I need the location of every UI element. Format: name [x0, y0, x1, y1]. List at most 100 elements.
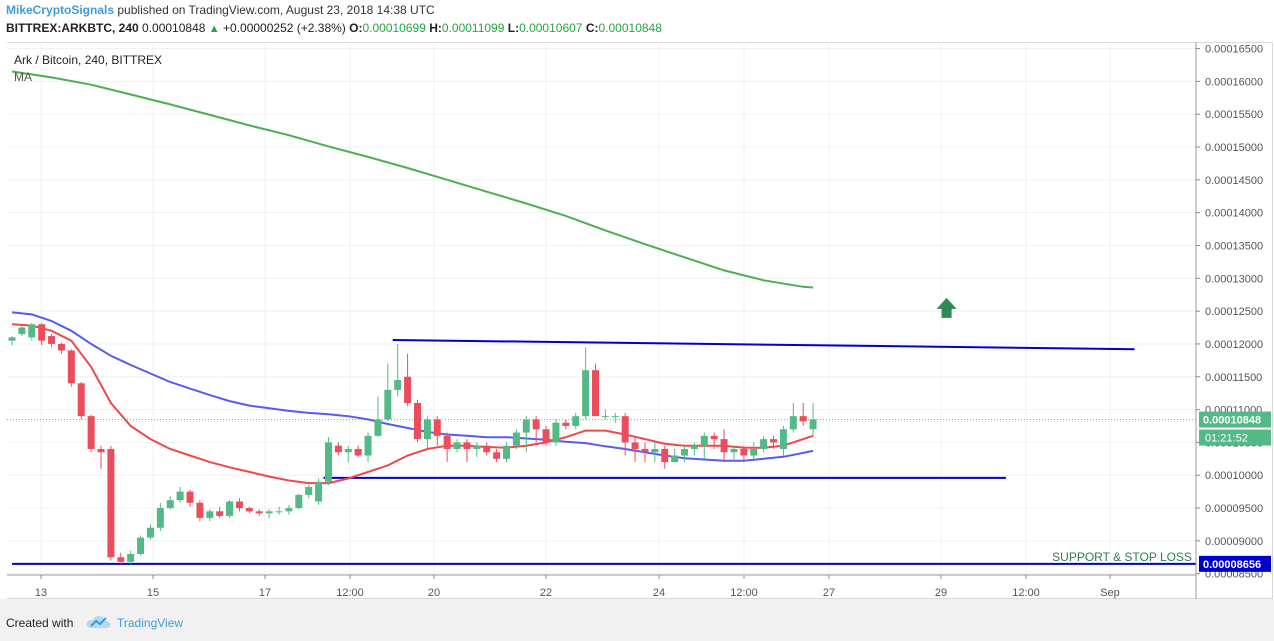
candle-body: [166, 500, 174, 509]
candle-body: [295, 494, 303, 509]
chart-labels: 0.00010848 01:21:52 0.00008656 SUPPORT & ST…: [936, 297, 1271, 572]
candle-body: [522, 419, 530, 433]
time-tick-label: 12:00: [336, 587, 364, 599]
candle-body: [146, 527, 154, 538]
candle: [176, 487, 184, 503]
candle: [18, 325, 26, 337]
candle: [384, 363, 392, 422]
candle: [107, 445, 115, 561]
time-tick-label: 12:00: [730, 587, 758, 599]
ohlc-header: BITTREX:ARKBTC, 240 0.00010848 ▲ +0.0000…: [6, 21, 662, 35]
candle-body: [690, 445, 698, 449]
time-tick-label: Sep: [1100, 587, 1120, 599]
candle: [206, 509, 214, 522]
candle: [503, 442, 510, 463]
candle-body: [601, 416, 609, 418]
last-price: 0.00010848: [142, 21, 206, 35]
candle-body: [137, 537, 145, 554]
tradingview-brand-link[interactable]: TradingView: [117, 616, 184, 630]
ma-mid-line: [11, 311, 814, 462]
candle-body: [334, 445, 342, 453]
candles: [8, 322, 817, 564]
candle: [740, 445, 748, 463]
candle: [453, 439, 461, 453]
candle: [265, 509, 273, 518]
candle: [443, 432, 451, 463]
candle: [57, 342, 65, 354]
close-value: 0.00010848: [598, 21, 662, 35]
candle-body: [493, 452, 501, 459]
candle-body: [453, 442, 461, 449]
candle-body: [48, 336, 56, 344]
candle-body: [789, 416, 797, 430]
price-tick-label: 0.00012500: [1205, 306, 1263, 318]
candle: [690, 442, 698, 456]
candle: [799, 403, 807, 426]
trend-lines: [7, 339, 1196, 565]
candle-body: [631, 442, 639, 449]
candle: [156, 502, 164, 532]
candle-body: [542, 429, 550, 443]
candle-body: [176, 491, 184, 501]
candle: [305, 485, 313, 499]
candle: [532, 416, 540, 443]
candle: [97, 445, 105, 469]
last-price-tag: [1199, 411, 1271, 428]
candle-body: [57, 343, 65, 351]
candle-body: [473, 445, 481, 449]
chart-legend-title: Ark / Bitcoin, 240, BITTREX: [14, 53, 163, 67]
time-axis: 13 15 17 12:00 20 22 24 12:00 27 29 12:00 Sep: [7, 574, 1196, 599]
price-tick-label: 0.00016500: [1205, 44, 1263, 56]
time-tick-label: 17: [259, 587, 271, 599]
low-label: L:: [507, 21, 520, 35]
candle: [364, 432, 372, 463]
close-label: C:: [585, 21, 599, 35]
price-tick-label: 0.00015000: [1205, 142, 1263, 154]
candle: [661, 445, 669, 469]
last-price-tag-label: 0.00010848: [1203, 415, 1261, 427]
candle-body: [97, 448, 105, 453]
up-triangle-icon: ▲: [208, 23, 220, 35]
candle: [779, 425, 787, 456]
candle-body: [305, 487, 313, 495]
candle-body: [384, 389, 392, 420]
candle-body: [374, 419, 382, 436]
candle-body: [750, 448, 758, 456]
price-axis: 0.00016500 0.00016000 0.00015500 0.00015000…: [1195, 42, 1263, 599]
candle: [374, 396, 382, 438]
candle-body: [196, 502, 204, 518]
time-tick-label: 24: [653, 587, 665, 599]
candle: [572, 412, 580, 430]
candle-body: [770, 439, 778, 443]
candle-body: [710, 435, 718, 440]
countdown-tag-label: 01:21:52: [1205, 433, 1248, 445]
candle-body: [433, 419, 441, 436]
candle-body: [364, 435, 372, 456]
candle: [671, 448, 679, 463]
candle-body: [532, 419, 540, 430]
price-tick-label: 0.00011500: [1205, 372, 1262, 384]
candle: [700, 432, 708, 459]
moving-averages: [11, 70, 814, 485]
candle: [611, 412, 619, 423]
candle: [8, 336, 16, 346]
published-text: published on TradingView.com, August 23,…: [117, 3, 435, 17]
candle: [542, 425, 550, 446]
candle-body: [681, 448, 689, 456]
candle-body: [423, 419, 431, 440]
candle: [226, 500, 234, 518]
tradingview-cloud-icon: [86, 615, 111, 628]
candle: [483, 442, 491, 456]
author-name[interactable]: MikeCryptoSignals: [6, 3, 115, 17]
low-value: 0.00010607: [519, 21, 583, 35]
candle-body: [255, 511, 263, 514]
candle: [146, 524, 154, 540]
candle-body: [760, 439, 768, 449]
symbol-label: BITTREX:ARKBTC, 240: [6, 21, 139, 35]
time-tick-label: 12:00: [1012, 587, 1040, 599]
candle: [77, 382, 85, 420]
candle-body: [512, 432, 520, 446]
candle-body: [661, 448, 669, 463]
price-tick-label: 0.00009500: [1205, 503, 1263, 515]
